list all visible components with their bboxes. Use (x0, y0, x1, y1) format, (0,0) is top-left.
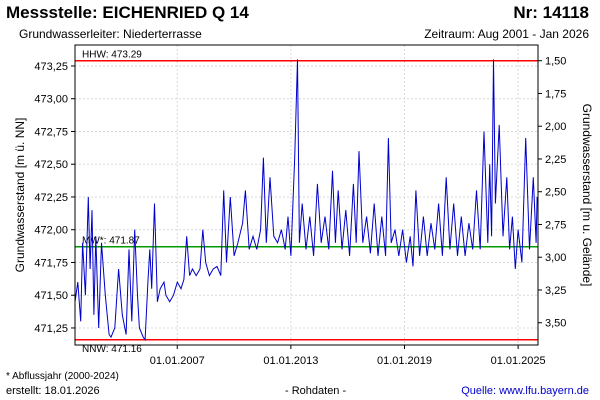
plot-frame (74, 44, 539, 346)
x-tick-label: 01.01.2019 (377, 355, 432, 367)
y-tick-label: 471,75 (34, 257, 68, 269)
y2-tick-label: 2,75 (545, 219, 566, 231)
y2-tick-label: 2,25 (545, 154, 566, 166)
y2-tick-label: 3,50 (545, 318, 566, 330)
tick-labels: 471,25 471,50 471,75 472,00 472,25 472,50 472,… (34, 56, 566, 367)
y-tick-label: 471,25 (34, 323, 68, 335)
aquifer-label: Grundwasserleiter: Niederterrasse (19, 27, 202, 41)
period-label: Zeitraum: Aug 2001 - Jan 2026 (424, 27, 589, 41)
reference-lines: HHW: 473.29 MW*: 471.87 NNW: 471.16 (75, 50, 538, 355)
y-tick-label: 472,00 (34, 225, 68, 237)
y-tick-label: 473,25 (34, 61, 68, 73)
station-number: Nr: 14118 (513, 3, 589, 22)
x-tick-label: 01.01.2007 (150, 355, 205, 367)
y2-axis-title: Grundwasserstand [m u. Gelände] (580, 104, 594, 287)
created-date: erstellt: 18.01.2026 (6, 385, 100, 397)
series-layer (74, 59, 538, 342)
y2-tick-label: 3,25 (545, 285, 566, 297)
reference-label: NNW: 471.16 (82, 344, 142, 355)
data-type-label: - Rohdaten - (285, 385, 347, 397)
x-tick-label: 01.01.2025 (491, 355, 546, 367)
y-tick-label: 472,75 (34, 126, 68, 138)
y-tick-label: 471,50 (34, 290, 68, 302)
reference-label: MW*: 471.87 (82, 236, 140, 247)
y2-tick-label: 1,75 (545, 88, 566, 100)
y2-tick-label: 1,50 (545, 56, 566, 68)
x-tick-label: 01.01.2013 (263, 355, 318, 367)
station-title: Messstelle: EICHENRIED Q 14 (6, 3, 249, 22)
grid (75, 45, 538, 345)
y-tick-label: 472,50 (34, 159, 68, 171)
footnote: * Abflussjahr (2000-2024) (6, 371, 119, 382)
y2-tick-label: 2,00 (545, 121, 566, 133)
source-link[interactable]: Quelle: www.lfu.bayern.de (461, 385, 589, 397)
y-tick-label: 472,25 (34, 192, 68, 204)
y-axis-title: Grundwasserstand [m ü. NN] (13, 118, 27, 273)
series-line (74, 59, 538, 342)
y2-tick-label: 3,00 (545, 252, 566, 264)
reference-label: HHW: 473.29 (82, 50, 142, 61)
y2-tick-label: 2,50 (545, 187, 566, 199)
y-tick-label: 473,00 (34, 94, 68, 106)
